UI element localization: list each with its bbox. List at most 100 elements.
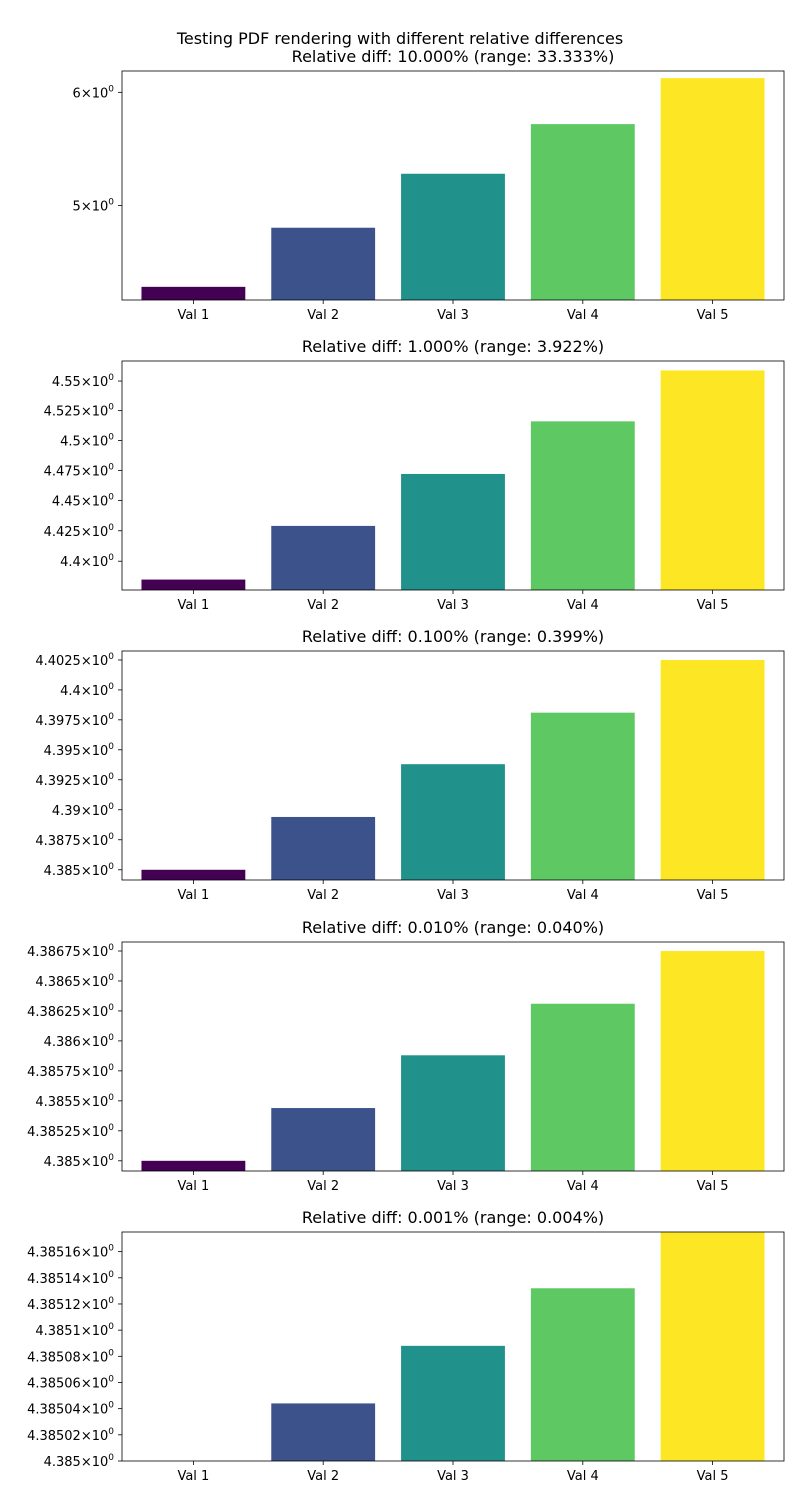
x-tick-label: Val 2 <box>307 1469 339 1484</box>
y-tick-exponent: 0 <box>108 772 114 782</box>
y-tick-exponent: 0 <box>108 712 114 722</box>
chart-title: Relative diff: 0.010% (range: 0.040%) <box>302 918 604 937</box>
y-tick-exponent: 0 <box>108 1153 114 1163</box>
y-tick-mantissa: 4.4025 <box>35 654 81 669</box>
bar-val-1 <box>141 869 246 880</box>
y-tick-times: ×10 <box>81 975 108 990</box>
chart-panel-5: Relative diff: 0.001% (range: 0.004%) Val… <box>27 1208 785 1484</box>
y-tick-mantissa: 4.38516 <box>27 1246 81 1261</box>
y-tick-mantissa: 6 <box>73 86 81 101</box>
y-tick-label: 4.38508×100 <box>27 1348 114 1365</box>
y-tick-label: 4.425×100 <box>44 523 115 540</box>
y-tick-exponent: 0 <box>108 1244 114 1254</box>
y-tick-times: ×10 <box>81 1272 108 1287</box>
y-tick-exponent: 0 <box>108 432 114 442</box>
y-tick-label: 4.4×100 <box>60 682 114 699</box>
y-tick-mantissa: 4.3851 <box>35 1324 81 1339</box>
bar-val-3 <box>401 1345 505 1461</box>
y-tick-mantissa: 4.38675 <box>27 945 81 960</box>
x-tick-label: Val 5 <box>697 598 729 613</box>
y-tick-times: ×10 <box>81 804 108 819</box>
y-tick-times: ×10 <box>81 1324 108 1339</box>
x-tick-label: Val 1 <box>177 308 209 323</box>
y-tick-times: ×10 <box>81 654 108 669</box>
y-tick-times: ×10 <box>81 1403 108 1418</box>
x-tick-label: Val 1 <box>177 1179 209 1194</box>
y-tick-exponent: 0 <box>108 1401 114 1411</box>
x-tick-label: Val 1 <box>177 888 209 903</box>
bar-val-1 <box>141 286 246 300</box>
y-tick-exponent: 0 <box>108 802 114 812</box>
x-tick-label: Val 2 <box>307 308 339 323</box>
chart-panel-3: Relative diff: 0.100% (range: 0.399%) Val… <box>35 627 785 903</box>
y-tick-mantissa: 4.38575 <box>27 1065 81 1080</box>
y-tick-times: ×10 <box>81 1125 108 1140</box>
x-tick-label: Val 2 <box>307 1179 339 1194</box>
y-tick-times: ×10 <box>81 1065 108 1080</box>
y-tick-exponent: 0 <box>108 652 114 662</box>
bar-val-5 <box>660 370 765 590</box>
y-tick-times: ×10 <box>81 1035 108 1050</box>
y-tick-exponent: 0 <box>108 1348 114 1358</box>
y-tick-times: ×10 <box>81 494 108 509</box>
y-tick-label: 4.4×100 <box>60 553 114 570</box>
x-tick-label: Val 2 <box>307 888 339 903</box>
y-tick-mantissa: 4.385 <box>44 864 81 879</box>
bar-val-5 <box>660 78 765 300</box>
y-tick-mantissa: 4.3875 <box>35 834 81 849</box>
y-tick-exponent: 0 <box>108 682 114 692</box>
x-tick-label: Val 3 <box>437 308 469 323</box>
y-tick-mantissa: 5 <box>73 199 81 214</box>
y-tick-mantissa: 4.38525 <box>27 1125 81 1140</box>
y-tick-label: 4.475×100 <box>44 462 115 479</box>
y-tick-label: 4.525×100 <box>44 403 115 420</box>
y-tick-exponent: 0 <box>108 1003 114 1013</box>
y-tick-times: ×10 <box>81 684 108 699</box>
y-tick-mantissa: 4.39 <box>52 804 81 819</box>
y-tick-exponent: 0 <box>108 943 114 953</box>
y-tick-label: 4.3875×100 <box>35 832 114 849</box>
y-tick-exponent: 0 <box>108 1093 114 1103</box>
y-tick-exponent: 0 <box>108 973 114 983</box>
y-tick-label: 4.38525×100 <box>27 1123 114 1140</box>
y-tick-mantissa: 4.475 <box>44 464 81 479</box>
y-tick-mantissa: 4.38502 <box>27 1429 81 1444</box>
y-tick-exponent: 0 <box>108 492 114 502</box>
y-tick-label: 4.38506×100 <box>27 1374 114 1391</box>
y-tick-exponent: 0 <box>108 373 114 383</box>
bar-val-2 <box>271 816 376 880</box>
y-tick-exponent: 0 <box>108 553 114 563</box>
y-tick-times: ×10 <box>81 1005 108 1020</box>
y-tick-exponent: 0 <box>108 1322 114 1332</box>
y-tick-mantissa: 4.38514 <box>27 1272 81 1287</box>
y-tick-mantissa: 4.385 <box>44 1155 81 1170</box>
x-tick-label: Val 4 <box>567 308 599 323</box>
y-tick-times: ×10 <box>81 744 108 759</box>
bar-val-3 <box>401 1055 505 1171</box>
y-tick-exponent: 0 <box>108 1296 114 1306</box>
y-tick-mantissa: 4.3975 <box>35 714 81 729</box>
axes-frame <box>121 360 785 591</box>
y-tick-exponent: 0 <box>108 462 114 472</box>
y-tick-label: 4.3975×100 <box>35 712 114 729</box>
bar-val-1 <box>141 579 246 590</box>
bar-val-3 <box>401 764 505 880</box>
y-tick-times: ×10 <box>81 1095 108 1110</box>
bar-val-2 <box>271 525 376 590</box>
bar-val-4 <box>530 421 635 590</box>
y-tick-times: ×10 <box>81 1298 108 1313</box>
x-tick-label: Val 4 <box>567 598 599 613</box>
y-tick-label: 4.385×100 <box>44 1153 115 1170</box>
y-tick-label: 4.38675×100 <box>27 943 114 960</box>
y-tick-label: 4.38514×100 <box>27 1270 114 1287</box>
x-tick-label: Val 5 <box>697 308 729 323</box>
y-tick-times: ×10 <box>81 1376 108 1391</box>
y-tick-times: ×10 <box>81 1455 108 1470</box>
chart-panel-2: Relative diff: 1.000% (range: 3.922%) Val… <box>44 337 785 613</box>
y-tick-label: 4.5×100 <box>60 432 114 449</box>
x-tick-label: Val 2 <box>307 598 339 613</box>
y-tick-label: 4.385×100 <box>44 862 115 879</box>
y-tick-times: ×10 <box>81 774 108 789</box>
y-tick-label: 4.3925×100 <box>35 772 114 789</box>
y-tick-exponent: 0 <box>108 1270 114 1280</box>
